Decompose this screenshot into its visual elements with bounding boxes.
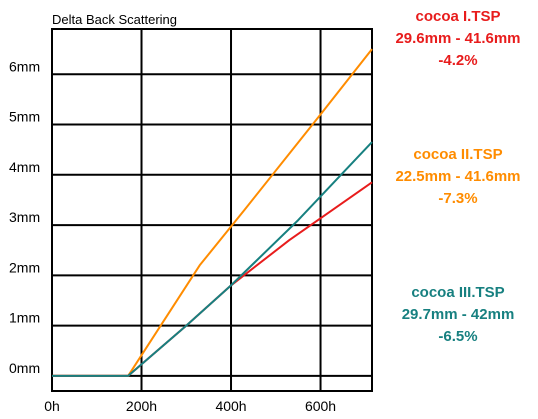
legend-percent: -4.2%	[438, 52, 478, 69]
legend-range: 22.5mm - 41.6mm	[395, 168, 521, 185]
x-tick-label: 0h	[44, 398, 60, 414]
y-tick-label: 6mm	[9, 58, 40, 74]
x-gridlines	[140, 29, 322, 391]
y-gridlines	[52, 73, 372, 377]
x-tick-label: 600h	[305, 398, 336, 414]
y-tick-label: 0mm	[9, 360, 40, 376]
x-tick-labels: 0h 200h 400h 600h	[44, 398, 336, 414]
legend-entry-2: cocoa II.TSP 22.5mm - 41.6mm -7.3%	[378, 144, 538, 210]
series-line-1	[52, 48, 373, 377]
legend-entry-1: cocoa I.TSP 29.6mm - 41.6mm -4.2%	[378, 6, 538, 72]
legend-entry-3: cocoa III.TSP 29.7mm - 42mm -6.5%	[378, 282, 538, 348]
x-tick-label: 400h	[215, 398, 246, 414]
x-tick-label: 200h	[126, 398, 157, 414]
legend-series-name: cocoa I.TSP	[415, 8, 501, 25]
legend-percent: -6.5%	[438, 328, 478, 345]
series-lines	[52, 48, 373, 377]
y-tick-label: 1mm	[9, 310, 40, 326]
y-tick-label: 4mm	[9, 159, 40, 175]
chart-title: Delta Back Scattering	[52, 12, 177, 27]
plot-frame	[51, 28, 373, 392]
series-line-3	[52, 141, 373, 377]
legend-range: 29.7mm - 42mm	[401, 306, 515, 323]
legend-series-name: cocoa III.TSP	[411, 284, 505, 301]
y-tick-label: 5mm	[9, 109, 40, 125]
y-tick-labels: 0mm 1mm 2mm 3mm 4mm 5mm 6mm	[9, 58, 40, 376]
series-line-2	[52, 181, 373, 377]
legend-percent: -7.3%	[438, 190, 478, 207]
y-tick-label: 3mm	[9, 209, 40, 225]
legend-series-name: cocoa II.TSP	[413, 146, 503, 163]
y-tick-label: 2mm	[9, 259, 40, 275]
legend-range: 29.6mm - 41.6mm	[395, 30, 521, 47]
